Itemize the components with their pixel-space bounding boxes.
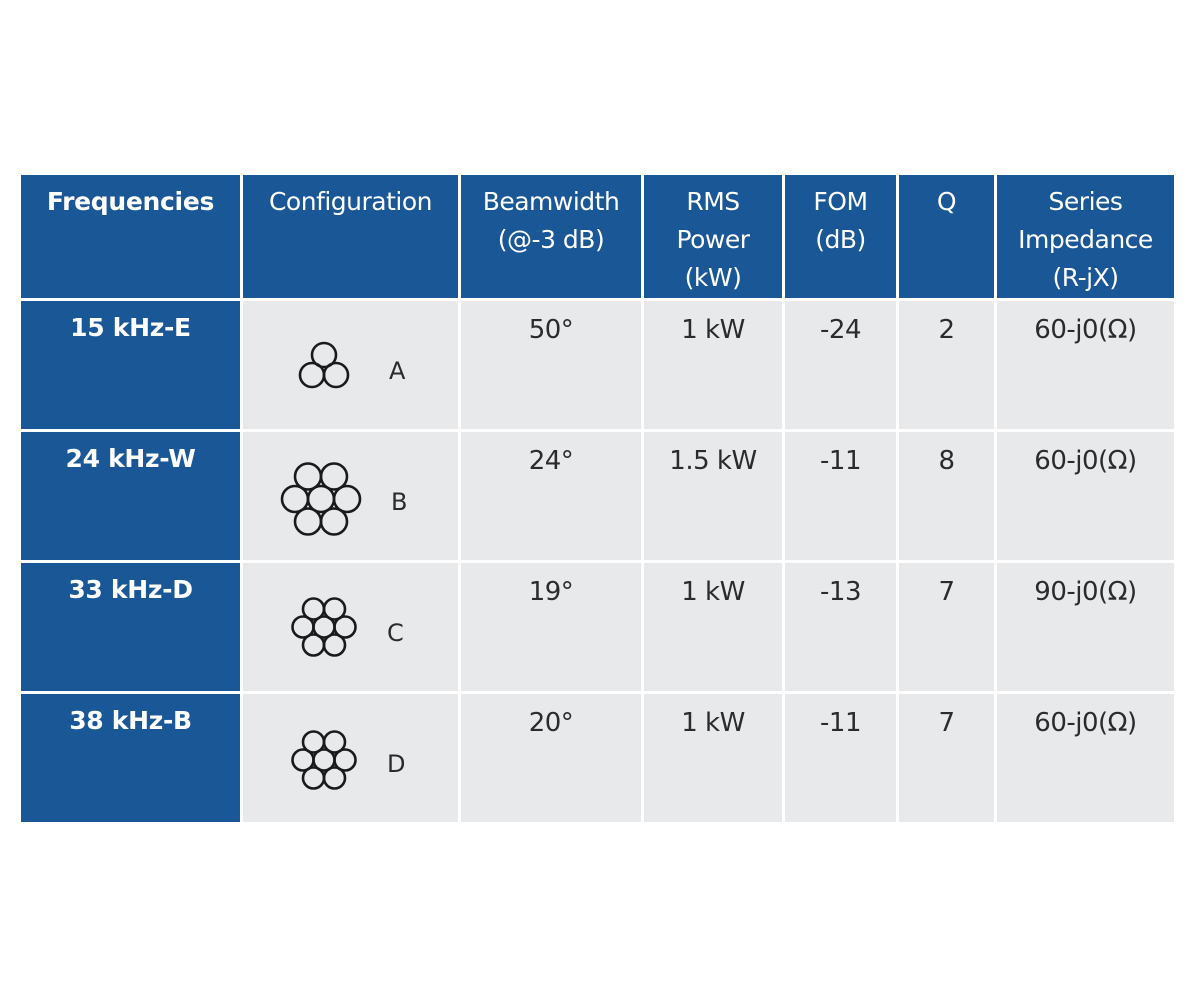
table-row: 38 kHz-B D [18, 691, 1177, 825]
rms-power-cell: 1 kW [641, 560, 785, 694]
header-q: Q [896, 172, 997, 301]
impedance-cell: 60-j0(Ω) [994, 429, 1177, 563]
header-fom-line-2: (dB) [815, 225, 866, 254]
beamwidth-cell: 24° [458, 429, 644, 563]
beamwidth-cell: 19° [458, 560, 644, 694]
fom-cell: -11 [782, 691, 899, 825]
header-frequencies-line-1: Frequencies [46, 187, 215, 216]
seven-circle-hex-large-icon [280, 462, 362, 536]
configuration-cell: A [240, 298, 461, 432]
header-q-line-1: Q [936, 187, 957, 216]
impedance-cell: 90-j0(Ω) [994, 560, 1177, 694]
beamwidth-cell: 20° [458, 691, 644, 825]
frequency-cell: 24 kHz-W [18, 429, 243, 563]
header-rms-power-line-3: (kW) [684, 263, 742, 292]
three-circle-cluster-icon [298, 341, 350, 389]
header-beamwidth-line-2: (@-3 dB) [497, 225, 605, 254]
header-configuration-line-1: Configuration [268, 187, 433, 216]
q-cell: 7 [896, 560, 997, 694]
configuration-letter: D [387, 750, 405, 778]
impedance-cell: 60-j0(Ω) [994, 691, 1177, 825]
header-rms-power-line-1: RMS [686, 187, 740, 216]
table-row: 33 kHz-D C [18, 560, 1177, 694]
configuration-cell: D [240, 691, 461, 825]
fom-cell: -13 [782, 560, 899, 694]
header-rms-power-line-2: Power [676, 225, 750, 254]
frequency-cell: 38 kHz-B [18, 691, 243, 825]
seven-circle-hex-small-icon [291, 597, 357, 657]
table-row: 24 kHz-W B [18, 429, 1177, 563]
header-impedance-line-3: (R-jX) [1052, 263, 1119, 292]
impedance-cell: 60-j0(Ω) [994, 298, 1177, 432]
frequency-cell: 15 kHz-E [18, 298, 243, 432]
transducer-spec-table: Frequencies Configuration Beamwidth (@-3… [18, 172, 1177, 825]
header-configuration: Configuration [240, 172, 461, 301]
header-impedance-line-1: Series [1048, 187, 1123, 216]
fom-cell: -24 [782, 298, 899, 432]
header-beamwidth-line-1: Beamwidth [482, 187, 620, 216]
header-impedance-line-2: Impedance [1018, 225, 1153, 254]
configuration-cell: B [240, 429, 461, 563]
table-row: 15 kHz-E A 50° 1 kW -24 2 60-j0(Ω) [18, 298, 1177, 432]
seven-circle-hex-small-icon [291, 730, 357, 790]
fom-cell: -11 [782, 429, 899, 563]
beamwidth-cell: 50° [458, 298, 644, 432]
frequency-cell: 33 kHz-D [18, 560, 243, 694]
rms-power-cell: 1.5 kW [641, 429, 785, 563]
configuration-letter: C [387, 619, 404, 647]
header-rms-power: RMS Power (kW) [641, 172, 785, 301]
q-cell: 8 [896, 429, 997, 563]
configuration-cell: C [240, 560, 461, 694]
configuration-letter: A [389, 357, 405, 385]
header-fom: FOM (dB) [782, 172, 899, 301]
header-frequencies: Frequencies [18, 172, 243, 301]
q-cell: 7 [896, 691, 997, 825]
configuration-letter: B [391, 488, 407, 516]
rms-power-cell: 1 kW [641, 691, 785, 825]
header-impedance: Series Impedance (R-jX) [994, 172, 1177, 301]
q-cell: 2 [896, 298, 997, 432]
header-beamwidth: Beamwidth (@-3 dB) [458, 172, 644, 301]
header-fom-line-1: FOM [813, 187, 868, 216]
rms-power-cell: 1 kW [641, 298, 785, 432]
header-row: Frequencies Configuration Beamwidth (@-3… [18, 172, 1177, 301]
